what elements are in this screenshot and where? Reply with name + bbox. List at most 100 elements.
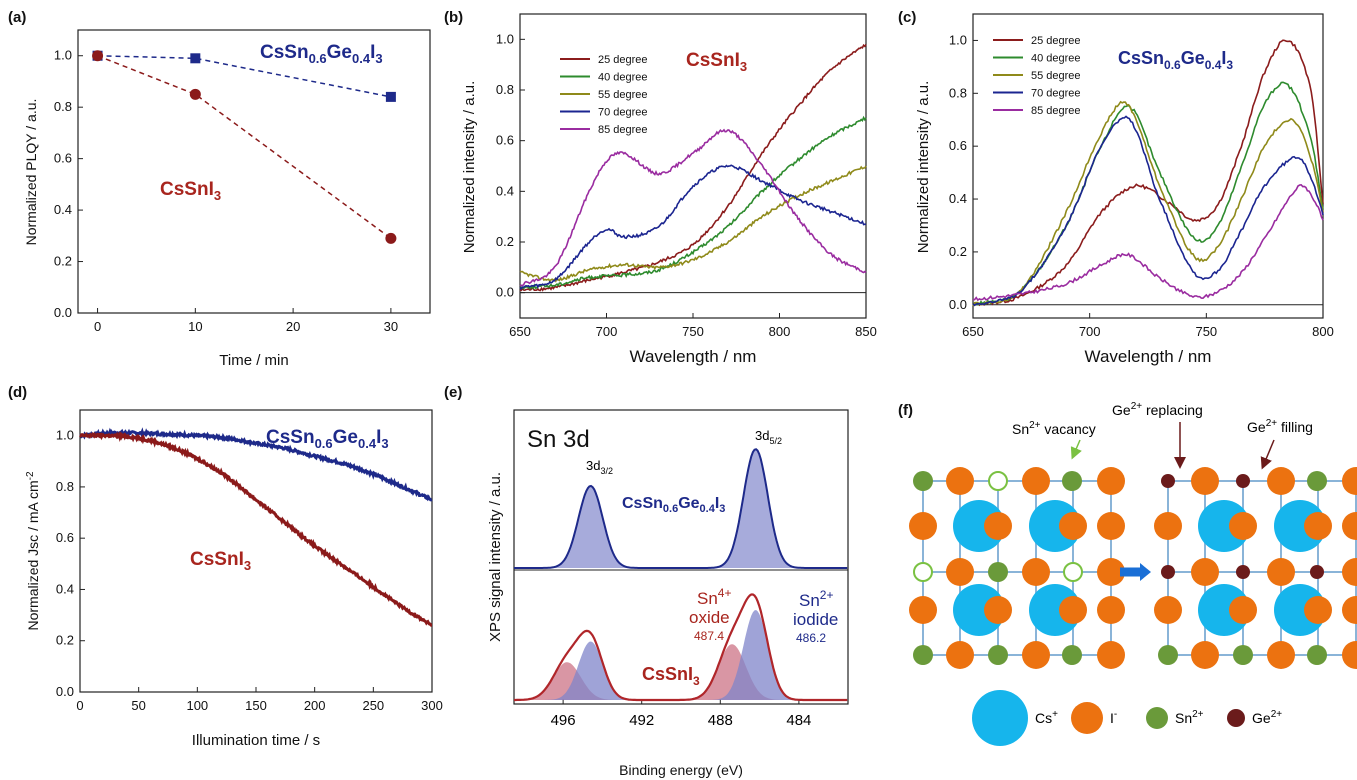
iodide-ion [1191,467,1219,495]
panel-a-xlabel: Time / min [219,352,288,369]
panel-label-a: (a) [8,9,26,26]
y-tick-label: 0.2 [54,254,72,269]
spectrum-line-40-degree [972,81,1324,306]
sn-ion [1233,645,1253,665]
cs-ion [953,500,1005,552]
panel-e-sn2-label: Sn2+ [799,588,833,610]
data-point-cssni3 [189,88,201,100]
x-tick-label: 700 [596,324,618,339]
iodide-ion [1097,467,1125,495]
ge-ion [1310,565,1324,579]
panel-a-plqy-chart: Time / min Normalized PLQY / a.u. 0 10 20 3… [23,29,431,369]
sn-ion [988,562,1008,582]
y-tick-label: 0.6 [56,530,74,545]
panel-c-spectra-chart: Wavelength / nm Normalized intensity / a… [915,13,1334,366]
filling-label: Ge2+ filling [1247,418,1313,435]
y-tick-label: 0.2 [496,234,514,249]
spectrum-line-70-degree [972,115,1324,307]
panel-e-sn4-label: Sn4+ [697,586,731,608]
x-tick-label: 700 [1079,324,1101,339]
iodide-ion [1342,512,1357,540]
iodide-ion [1154,596,1182,624]
iodide-ion [984,512,1012,540]
panel-e-ylabel: XPS signal intensity / a.u. [487,472,504,642]
panel-a-frame [77,29,431,314]
x-tick-label: 250 [362,698,384,713]
iodide-ion [1022,558,1050,586]
iodide-ion [1267,558,1295,586]
y-tick-label: 0.8 [949,85,967,100]
data-point-cssni3 [385,232,397,244]
iodide-ion [946,467,974,495]
x-tick-label: 150 [245,698,267,713]
legend-label: 40 degree [598,72,648,84]
iodide-ion [1342,467,1357,495]
spectrum-line-70-degree [519,164,867,291]
x-tick-label: 0 [94,319,101,334]
panel-c-ylabel: Normalized intensity / a.u. [915,81,932,254]
legend-label: 70 degree [1031,88,1081,100]
x-tick-label: 484 [786,712,811,729]
panel-label-c: (c) [898,9,916,26]
panel-a-label-mixed: CsSn0.6Ge0.4I3 [260,42,383,66]
sn-ion [1062,471,1082,491]
x-tick-label: 496 [551,712,576,729]
panel-b-spectra-chart: Wavelength / nm Normalized intensity / a… [461,13,877,366]
legend-sn-label: Sn2+ [1175,709,1204,726]
panel-e-sn4-oxide: oxide [689,608,730,627]
y-tick-label: 0.4 [54,202,72,217]
spectrum-line-55-degree [519,165,867,283]
legend-label: 85 degree [1031,105,1081,117]
y-tick-label: 0.0 [949,297,967,312]
panel-e-sn2-iodide: iodide [793,610,838,629]
replacing-label: Ge2+ replacing [1112,401,1203,418]
x-tick-label: 750 [1195,324,1217,339]
cs-ion [1198,500,1250,552]
x-tick-label: 800 [1312,324,1334,339]
spectrum-line-85-degree [519,128,867,287]
iodide-ion [1022,641,1050,669]
y-tick-label: 0.4 [496,183,514,198]
panel-e-frame [513,409,849,705]
legend-cs-label: Cs+ [1035,709,1058,726]
panel-d-frame [79,409,433,693]
x-tick-label: 30 [384,319,398,334]
y-tick-label: 0.0 [54,305,72,320]
ge-ion [1161,474,1175,488]
xps-fill-sn4 [514,644,848,700]
legend-sn-swatch [1146,707,1168,729]
panel-d-label-cssni3: CsSnI3 [190,549,251,573]
panel-label-b: (b) [444,9,463,26]
y-tick-label: 0.4 [56,581,74,596]
ge-ion [1236,565,1250,579]
x-tick-label: 750 [682,324,704,339]
filling-arrow [1260,439,1275,470]
iodide-ion [1097,641,1125,669]
panel-e-sn4-value: 487.4 [694,629,724,643]
data-point-mixed [385,91,396,102]
panel-b-label-cssni3: CsSnI3 [686,50,747,74]
y-tick-label: 1.0 [949,32,967,47]
panel-label-e: (e) [444,384,462,401]
x-tick-label: 0 [76,698,83,713]
jsc-line-mixed [79,427,433,502]
iodide-ion [909,512,937,540]
panel-f-lattice-schematic: Sn2+ vacancy Ge2+ replacing Ge2+ filling… [909,401,1357,746]
iodide-ion [1154,512,1182,540]
vacancy-arrow [1070,439,1082,460]
xps-envelope-cssni3 [514,593,848,702]
iodide-ion [946,558,974,586]
legend-label: 85 degree [598,124,648,136]
spectrum-line-85-degree [972,183,1324,302]
x-tick-label: 100 [186,698,208,713]
legend-cs-swatch [972,690,1028,746]
legend-ge-swatch [1227,709,1245,727]
y-tick-label: 0.0 [496,285,514,300]
iodide-ion [1022,467,1050,495]
iodide-ion [909,596,937,624]
iodide-ion [1229,512,1257,540]
iodide-ion [1097,596,1125,624]
panel-label-d: (d) [8,384,27,401]
legend-iodine-label: I- [1110,709,1117,726]
